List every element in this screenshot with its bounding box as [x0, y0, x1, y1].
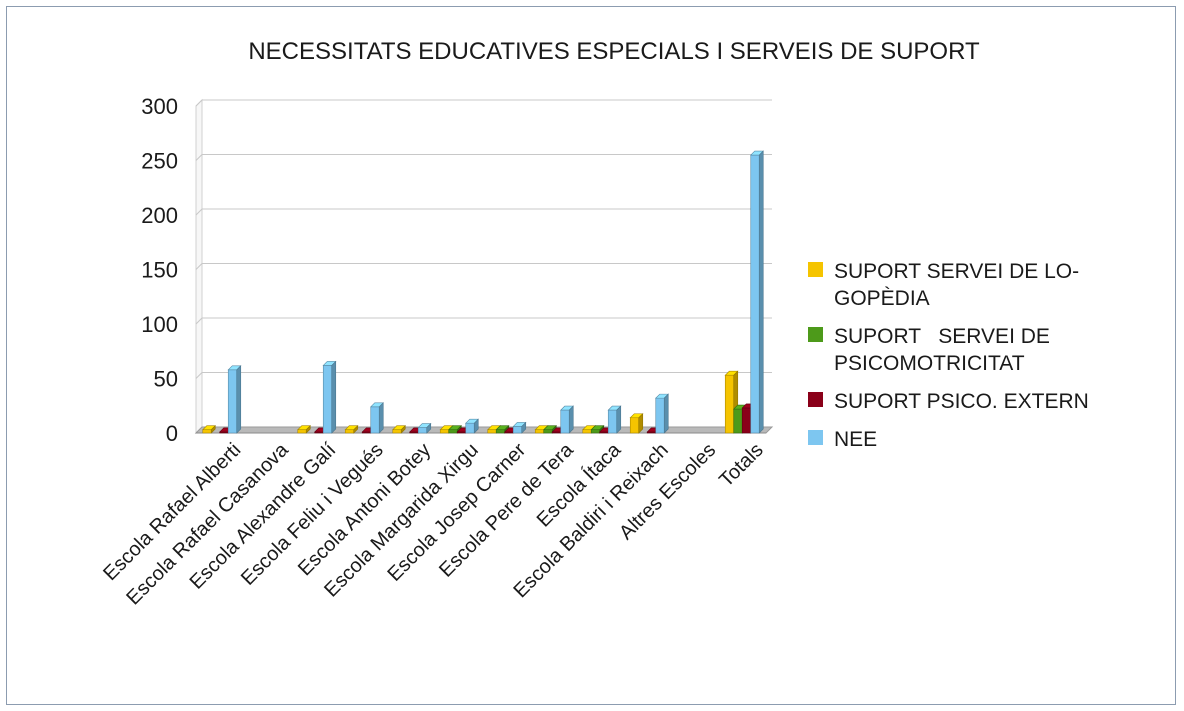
bar	[560, 405, 574, 434]
bar	[629, 413, 644, 434]
gridline-side	[195, 154, 203, 161]
bar	[655, 393, 669, 434]
y-tick-label: 0	[166, 421, 178, 446]
legend-item: SUPORT SERVEI DE LO-GOPÈDIA	[808, 258, 1178, 312]
bar	[543, 425, 557, 434]
bar	[465, 418, 479, 434]
bar	[227, 365, 242, 434]
chart-floor	[194, 426, 774, 434]
legend-label: SUPORT SERVEI DE LO-GOPÈDIA	[834, 260, 1080, 310]
legend-item: SUPORT PSICO. EXTERN	[808, 388, 1178, 415]
legend-item: NEE	[808, 426, 1178, 453]
legend-swatch	[808, 262, 823, 277]
legend-swatch	[808, 430, 823, 445]
legend: SUPORT SERVEI DE LO-GOPÈDIA SUPORT SERVEI…	[808, 258, 1178, 464]
y-tick-label: 150	[141, 258, 178, 283]
legend-item: SUPORT SERVEI DE PSICOMOTRICITAT	[808, 323, 1178, 377]
gridline-side	[195, 317, 203, 325]
bar	[750, 150, 764, 434]
bar	[322, 360, 337, 434]
gridline-side	[195, 263, 203, 270]
gridline-side	[195, 372, 203, 379]
legend-label: NEE	[834, 428, 878, 451]
legend-swatch	[808, 327, 823, 342]
y-tick-label: 200	[141, 203, 178, 228]
legend-label: SUPORT SERVEI DE PSICOMOTRICITAT	[834, 325, 1056, 375]
bar	[417, 422, 432, 434]
bar	[512, 421, 527, 434]
legend-swatch	[808, 392, 823, 407]
y-tick-label: 300	[141, 94, 178, 119]
bar	[344, 425, 359, 434]
y-tick-label: 100	[141, 312, 178, 337]
bar	[392, 425, 406, 434]
bar	[370, 402, 384, 434]
bar	[607, 405, 622, 434]
gridline-side	[195, 99, 203, 107]
bar	[297, 425, 311, 434]
chart-title: NECESSITATS EDUCATIVES ESPECIALS I SERVE…	[248, 38, 980, 65]
gridline-side	[195, 208, 203, 216]
x-tick-label: Totals	[715, 439, 768, 492]
bar	[202, 425, 216, 434]
legend-label: SUPORT PSICO. EXTERN	[834, 390, 1089, 413]
y-tick-label: 50	[154, 367, 178, 392]
y-tick-label: 250	[141, 149, 178, 174]
